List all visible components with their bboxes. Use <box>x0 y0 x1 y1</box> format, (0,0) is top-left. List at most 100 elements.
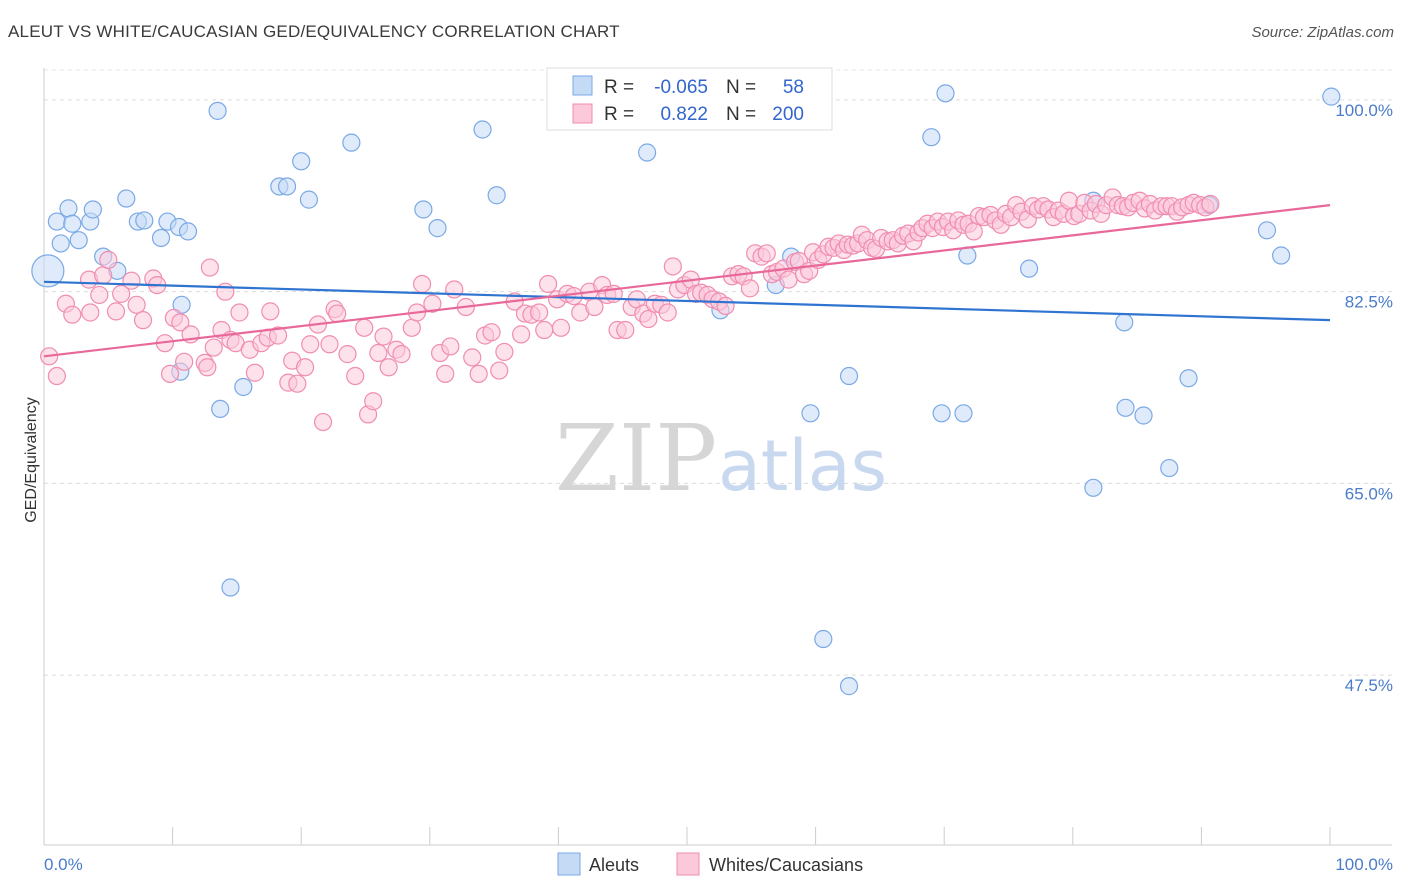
white-point <box>663 257 682 276</box>
white-point <box>99 250 118 269</box>
white-point <box>740 279 760 298</box>
legend-white-swatch <box>676 852 700 876</box>
white-point <box>94 266 113 285</box>
aleut-point <box>59 199 78 218</box>
white-point <box>364 392 383 411</box>
white-point <box>490 361 509 380</box>
aleut-point <box>814 629 833 649</box>
white-point <box>127 295 146 314</box>
n-label-2: N = <box>726 104 756 125</box>
aleut-point <box>299 190 319 209</box>
legend-aleut-label: Aleuts <box>589 855 639 875</box>
watermark-zip: ZIP <box>555 405 717 512</box>
aleut-point <box>936 84 955 103</box>
white-point <box>47 366 66 386</box>
aleut-point <box>211 399 230 419</box>
white-point <box>171 313 190 332</box>
white-point <box>512 325 531 344</box>
aleut-point <box>1115 313 1134 332</box>
chart-title: ALEUT VS WHITE/CAUCASIAN GED/EQUIVALENCY… <box>8 22 620 41</box>
aleut-point <box>1116 398 1135 417</box>
white-point <box>495 342 514 362</box>
white-point <box>551 318 571 337</box>
white-point <box>320 335 339 354</box>
white-point <box>412 274 432 294</box>
white-point <box>313 412 333 432</box>
aleut-point <box>801 404 820 423</box>
white-point <box>964 222 983 241</box>
stats-legend-box <box>546 67 833 131</box>
white-point <box>133 311 153 330</box>
r-value-1: -0.065 <box>654 77 708 98</box>
white-point <box>1201 194 1220 214</box>
white-point <box>230 303 249 322</box>
y-tick-label: 65.0% <box>1345 484 1393 503</box>
stats-legend: R = -0.065 N = 58 R = 0.822 N = 200 <box>546 67 833 131</box>
aleut-points <box>31 84 1341 696</box>
axes <box>43 68 1392 846</box>
white-point <box>779 270 798 289</box>
white-point <box>328 304 347 323</box>
aleut-point <box>31 254 65 288</box>
white-point <box>436 364 455 383</box>
aleut-point <box>932 404 951 423</box>
white-trend-line <box>43 204 1331 358</box>
white-point <box>198 358 217 377</box>
aleut-point <box>292 152 311 171</box>
white-point <box>374 327 393 346</box>
aleut-point <box>958 246 977 265</box>
aleut-point <box>839 366 859 386</box>
white-point <box>346 366 365 386</box>
white-point <box>564 286 583 306</box>
white-point <box>658 303 677 322</box>
white-point <box>160 364 180 383</box>
aleut-point <box>277 177 297 196</box>
white-point <box>245 363 265 382</box>
white-point <box>261 302 280 321</box>
aleut-point <box>1179 369 1198 388</box>
white-point <box>369 343 388 363</box>
white-point <box>402 318 421 337</box>
aleut-point <box>221 578 240 597</box>
aleut-point <box>47 212 66 231</box>
n-value-1: 58 <box>783 77 804 98</box>
aleut-point <box>839 677 859 696</box>
legend-white-label: Whites/Caucasians <box>709 855 863 875</box>
x-tick-label: 0.0% <box>44 855 83 874</box>
aleut-point <box>1019 259 1039 278</box>
n-value-2: 200 <box>772 104 804 125</box>
white-point <box>81 303 100 322</box>
aleut-point <box>69 231 88 250</box>
tick-labels: 100.0% 82.5% 65.0% 47.5% 0.0% 100.0% <box>44 101 1393 874</box>
aleut-point <box>342 133 361 152</box>
r-value-2: 0.822 <box>660 104 708 125</box>
aleut-point <box>487 186 506 205</box>
x-tick-label: 100.0% <box>1335 855 1393 874</box>
white-point <box>288 374 307 393</box>
aleut-point <box>473 120 492 139</box>
y-tick-label: 82.5% <box>1345 293 1393 312</box>
aleut-point <box>1084 478 1103 497</box>
aleut-point <box>117 189 136 208</box>
aleut-point <box>922 128 941 147</box>
white-point <box>175 352 194 371</box>
white-point <box>716 296 735 316</box>
y-tick-label: 47.5% <box>1345 676 1393 695</box>
white-point <box>216 282 235 301</box>
white-point <box>639 309 658 329</box>
white-point <box>112 284 131 303</box>
aleut-point <box>638 143 657 162</box>
white-point <box>355 318 374 337</box>
aleut-point <box>1160 458 1179 478</box>
aleut-point <box>428 219 447 238</box>
r-label-2: R = <box>604 104 634 125</box>
white-point <box>106 302 126 321</box>
white-point <box>469 364 488 383</box>
aleut-point <box>51 234 70 253</box>
aleut-point <box>414 200 433 219</box>
white-point <box>585 297 604 317</box>
y-axis-label: GED/Equivalency <box>23 397 40 522</box>
white-point <box>535 320 554 340</box>
white-point <box>295 358 315 377</box>
